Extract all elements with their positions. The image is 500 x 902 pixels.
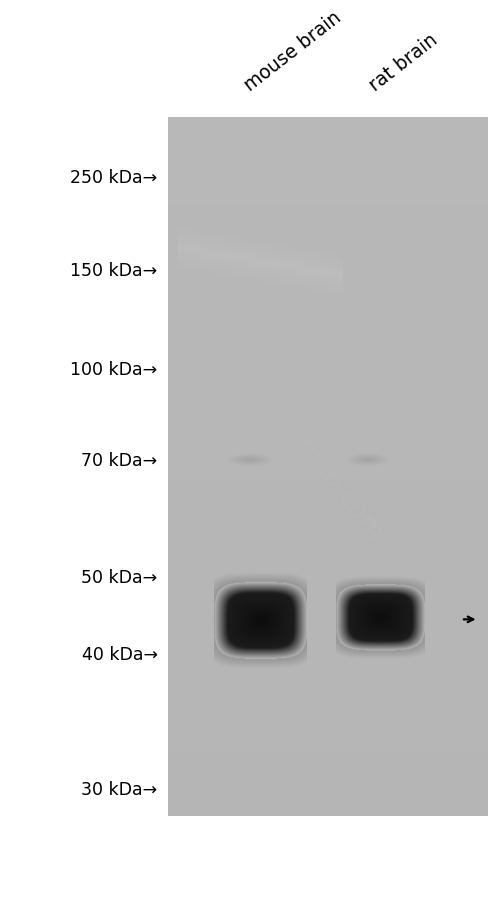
Text: 100 kDa→: 100 kDa→ [70,361,158,379]
Text: 50 kDa→: 50 kDa→ [82,568,158,586]
Text: www.ptglab.com: www.ptglab.com [232,356,388,546]
Text: mouse brain: mouse brain [241,7,345,95]
Text: 150 kDa→: 150 kDa→ [70,262,158,280]
Text: 70 kDa→: 70 kDa→ [82,451,158,469]
Text: 30 kDa→: 30 kDa→ [82,780,158,798]
Text: rat brain: rat brain [366,30,442,95]
Text: 250 kDa→: 250 kDa→ [70,169,158,187]
Text: 40 kDa→: 40 kDa→ [82,645,158,663]
